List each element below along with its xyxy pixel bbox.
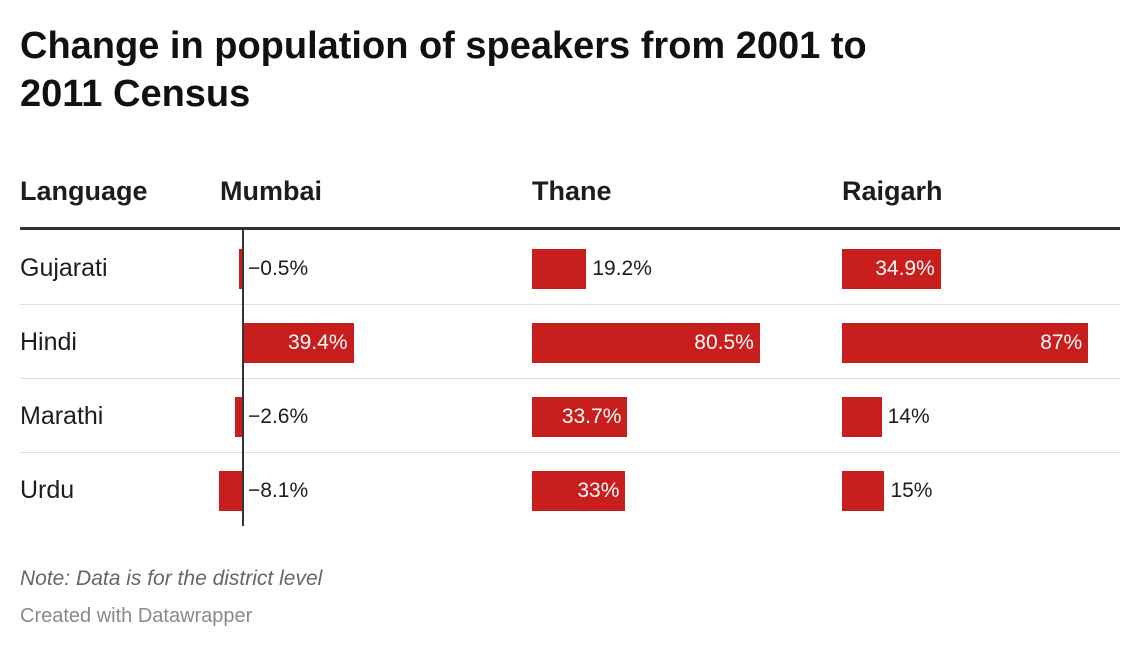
row-separator bbox=[20, 304, 1120, 305]
value-label-raigarh-hindi: 87% bbox=[1040, 331, 1083, 354]
value-label-thane-marathi: 33.7% bbox=[561, 405, 622, 428]
bar-thane-hindi bbox=[532, 323, 760, 363]
value-label-raigarh-marathi: 14% bbox=[887, 405, 930, 428]
bar-thane-marathi bbox=[532, 397, 628, 437]
bar-mumbai-gujarati bbox=[239, 249, 242, 289]
value-label-mumbai-hindi: 39.4% bbox=[287, 331, 348, 354]
value-label-mumbai-urdu: −8.1% bbox=[248, 479, 309, 502]
row-label: Gujarati bbox=[20, 254, 108, 282]
value-label-mumbai-gujarati: −0.5% bbox=[248, 257, 309, 280]
chart-title: Change in population of speakers from 20… bbox=[20, 25, 867, 115]
column-header-raigarh: Raigarh bbox=[842, 176, 943, 206]
value-label-raigarh-gujarati: 34.9% bbox=[875, 257, 935, 280]
column-header-language: Language bbox=[20, 176, 148, 206]
bar-raigarh-marathi bbox=[842, 397, 882, 437]
column-header-mumbai: Mumbai bbox=[220, 176, 323, 206]
table-row-urdu: Urdu −8.1% 33% 15% bbox=[20, 453, 1120, 527]
table-row-gujarati: Gujarati −0.5% 19.2% 34.9% bbox=[20, 231, 1120, 305]
table-row-hindi: Hindi 39.4% 80.5% 87% bbox=[20, 305, 1120, 379]
row-separator bbox=[20, 378, 1120, 379]
value-label-thane-gujarati: 19.2% bbox=[592, 257, 652, 280]
table-row-marathi: Marathi −2.6% 33.7% 14% bbox=[20, 379, 1120, 453]
chart-credit: Created with Datawrapper bbox=[20, 605, 253, 627]
bar-mumbai-urdu bbox=[219, 471, 242, 511]
column-header-thane: Thane bbox=[532, 176, 612, 206]
bar-thane-urdu bbox=[532, 471, 626, 511]
header-rule bbox=[20, 227, 1120, 230]
bar-raigarh-gujarati bbox=[842, 249, 941, 289]
bar-raigarh-urdu bbox=[842, 471, 885, 511]
bar-raigarh-hindi bbox=[842, 323, 1089, 363]
value-label-mumbai-marathi: −2.6% bbox=[248, 405, 309, 428]
row-label: Hindi bbox=[20, 328, 77, 356]
chart-note: Note: Data is for the district level bbox=[20, 567, 323, 590]
bar-mumbai-hindi bbox=[242, 323, 354, 363]
row-label: Marathi bbox=[20, 402, 104, 430]
mumbai-zero-axis bbox=[242, 230, 244, 526]
bar-thane-gujarati bbox=[532, 249, 587, 289]
value-label-raigarh-urdu: 15% bbox=[890, 479, 933, 502]
row-separator bbox=[20, 452, 1120, 453]
bar-mumbai-marathi bbox=[234, 397, 242, 437]
value-label-thane-urdu: 33% bbox=[577, 479, 620, 502]
row-label: Urdu bbox=[20, 476, 75, 504]
value-label-thane-hindi: 80.5% bbox=[694, 331, 754, 354]
